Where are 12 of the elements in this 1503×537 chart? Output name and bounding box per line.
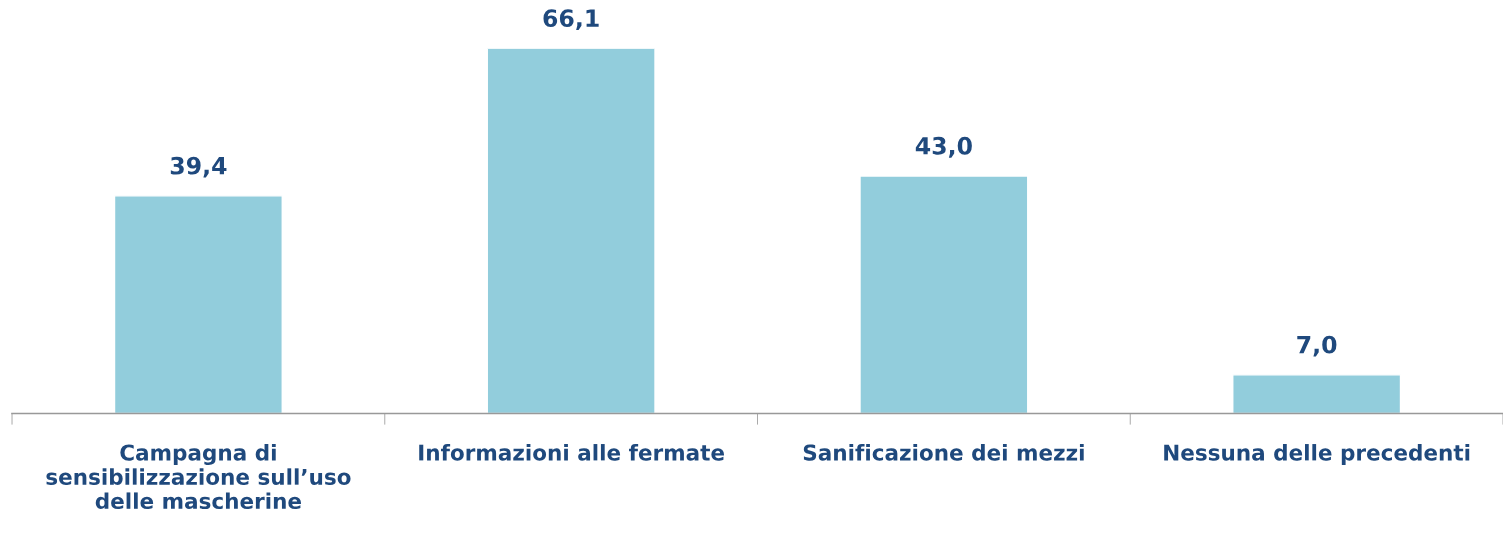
bar [113,195,283,414]
bar [1232,374,1402,414]
data-label: 7,0 [1297,335,1337,357]
x-tick-label: Nessuna delle precedenti [1164,444,1470,465]
data-label: 43,0 [915,136,972,158]
x-tick-label: Informazioni alle fermate [419,444,724,461]
data-label: 66,1 [543,9,599,31]
bar [486,48,656,414]
x-tick-label: Campagna di sensibilizzazione sull’uso delle mascherine [46,444,351,510]
data-label: 39,4 [170,156,227,178]
x-tick-label: Sanificazione dei mezzi [803,444,1084,461]
bar [859,175,1029,414]
